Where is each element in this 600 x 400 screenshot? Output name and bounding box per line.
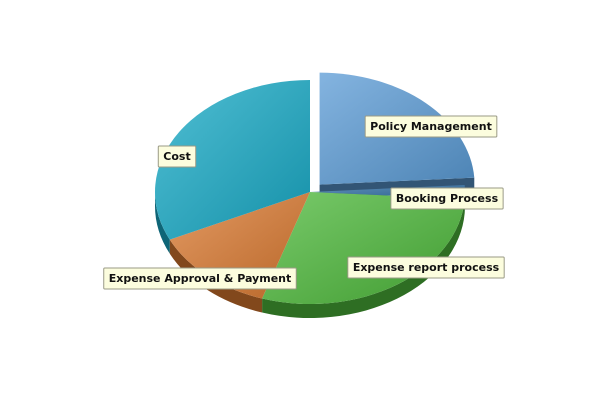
pie-label-text: Expense Approval & Payment bbox=[109, 272, 292, 285]
pie-label-box bbox=[157, 145, 197, 168]
pie-label-box bbox=[103, 267, 297, 290]
pie-label-box bbox=[390, 187, 504, 210]
pie-label-booking-process: Booking Process bbox=[390, 187, 504, 210]
pie-label-expense-report-process: Expense report process bbox=[347, 256, 505, 279]
pie-slice-expense-report-process[interactable] bbox=[262, 192, 465, 304]
pie-label-text: Cost bbox=[163, 150, 190, 163]
pie-labels: Policy Management Booking Process Expense … bbox=[103, 115, 505, 290]
pie-side-expense-approval-payment bbox=[169, 239, 263, 313]
pie-label-text: Expense report process bbox=[353, 261, 500, 274]
pie-label-cost: Cost bbox=[157, 145, 197, 168]
pie-label-text: Booking Process bbox=[396, 192, 499, 205]
pie-label-box bbox=[347, 256, 505, 279]
pie-label-text: Policy Management bbox=[370, 120, 492, 133]
pie-slice-cost[interactable] bbox=[154, 80, 310, 240]
pie-label-policy-management: Policy Management bbox=[364, 115, 498, 138]
pie-side-expense-report-process bbox=[262, 199, 465, 318]
pie-label-box bbox=[364, 115, 498, 138]
pie-side-cost bbox=[155, 192, 170, 254]
pie-label-expense-approval-payment: Expense Approval & Payment bbox=[103, 267, 297, 290]
